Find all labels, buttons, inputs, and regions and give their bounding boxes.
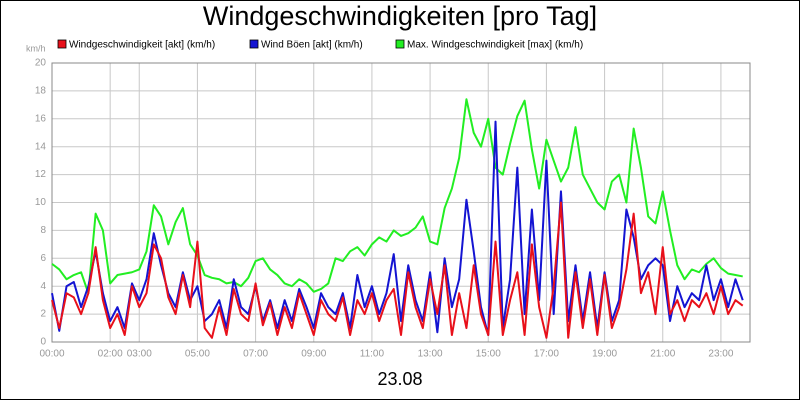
y-tick-label: 6 bbox=[40, 253, 46, 264]
y-tick-label: 16 bbox=[35, 113, 47, 124]
x-tick-label: 13:00 bbox=[418, 349, 443, 360]
legend: Windgeschwindigkeit [akt] (km/h) Wind Böe… bbox=[57, 39, 583, 51]
y-tick-label: 2 bbox=[40, 309, 46, 320]
y-tick-label: 14 bbox=[35, 141, 47, 152]
x-tick-label: 02:00 bbox=[98, 349, 123, 360]
x-tick-label: 07:00 bbox=[243, 349, 268, 360]
chart-title: Windgeschwindigkeiten [pro Tag] bbox=[203, 1, 597, 31]
legend-swatch bbox=[57, 39, 67, 49]
y-tick-label: 4 bbox=[40, 281, 46, 292]
y-tick-label: 10 bbox=[35, 197, 47, 208]
x-tick-label: 03:00 bbox=[127, 349, 152, 360]
x-tick-label: 19:00 bbox=[592, 349, 617, 360]
y-axis-label: km/h bbox=[26, 43, 46, 53]
x-tick-label: 00:00 bbox=[39, 349, 64, 360]
y-tick-label: 0 bbox=[40, 337, 46, 348]
x-tick-label: 05:00 bbox=[185, 349, 210, 360]
legend-label: Max. Windgeschwindigkeit [max] (km/h) bbox=[407, 40, 583, 51]
y-tick-label: 20 bbox=[35, 58, 47, 69]
x-tick-label: 23:00 bbox=[708, 349, 733, 360]
legend-swatch bbox=[395, 39, 405, 49]
x-tick-label: 17:00 bbox=[534, 349, 559, 360]
series-line bbox=[51, 201, 744, 339]
y-tick-label: 8 bbox=[40, 225, 46, 236]
y-tick-label: 12 bbox=[35, 169, 47, 180]
legend-label: Wind Böen [akt] (km/h) bbox=[261, 40, 363, 51]
legend-swatch bbox=[249, 39, 259, 49]
x-tick-label: 11:00 bbox=[360, 349, 385, 360]
plot-border bbox=[51, 62, 751, 343]
y-tick-label: 18 bbox=[35, 86, 47, 97]
x-tick-label: 09:00 bbox=[301, 349, 326, 360]
x-tick-label: 21:00 bbox=[650, 349, 675, 360]
x-axis-label: 23.08 bbox=[377, 369, 422, 389]
series-line bbox=[51, 98, 743, 295]
x-tick-label: 15:00 bbox=[476, 349, 501, 360]
legend-label: Windgeschwindigkeit [akt] (km/h) bbox=[69, 40, 215, 51]
